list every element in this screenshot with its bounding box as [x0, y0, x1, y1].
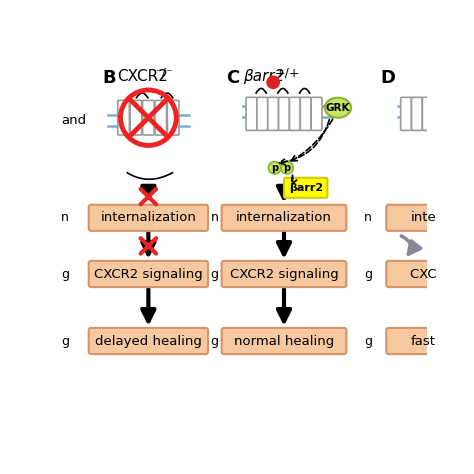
FancyBboxPatch shape: [386, 205, 461, 231]
Ellipse shape: [281, 162, 293, 174]
FancyBboxPatch shape: [290, 97, 300, 130]
Text: fast: fast: [411, 335, 436, 347]
Text: and: and: [61, 113, 86, 127]
Text: n: n: [61, 211, 69, 224]
Text: n: n: [210, 211, 218, 224]
Text: normal healing: normal healing: [234, 335, 334, 347]
FancyBboxPatch shape: [311, 97, 322, 130]
FancyBboxPatch shape: [300, 97, 311, 130]
FancyBboxPatch shape: [167, 100, 179, 135]
Text: delayed healing: delayed healing: [95, 335, 202, 347]
FancyBboxPatch shape: [246, 97, 257, 130]
Text: CXCR2 signaling: CXCR2 signaling: [229, 267, 338, 281]
FancyBboxPatch shape: [268, 97, 279, 130]
Ellipse shape: [268, 162, 281, 174]
FancyBboxPatch shape: [143, 100, 154, 135]
FancyBboxPatch shape: [118, 100, 129, 135]
Text: g: g: [61, 267, 69, 281]
FancyBboxPatch shape: [155, 100, 166, 135]
FancyBboxPatch shape: [89, 328, 208, 354]
FancyBboxPatch shape: [89, 261, 208, 287]
Text: n: n: [364, 211, 372, 224]
FancyBboxPatch shape: [130, 100, 142, 135]
Text: g: g: [364, 267, 372, 281]
Text: p: p: [283, 163, 291, 173]
FancyBboxPatch shape: [284, 178, 328, 198]
Text: C: C: [226, 69, 239, 87]
Text: +/+: +/+: [275, 66, 300, 79]
FancyBboxPatch shape: [89, 205, 208, 231]
Text: βarr2: βarr2: [289, 183, 323, 193]
FancyBboxPatch shape: [386, 328, 461, 354]
FancyBboxPatch shape: [222, 328, 346, 354]
Text: internalization: internalization: [100, 211, 196, 224]
FancyBboxPatch shape: [222, 261, 346, 287]
Text: βarr2: βarr2: [243, 69, 284, 84]
Text: g: g: [210, 267, 219, 281]
Text: inte: inte: [410, 211, 437, 224]
Circle shape: [267, 76, 279, 89]
FancyBboxPatch shape: [422, 97, 433, 130]
Text: CXC⁠: CXC⁠: [410, 267, 437, 281]
Text: D: D: [381, 69, 396, 87]
Text: p: p: [271, 163, 278, 173]
Text: CXCR2: CXCR2: [118, 69, 168, 84]
FancyBboxPatch shape: [257, 97, 268, 130]
Text: ⁻/⁻: ⁻/⁻: [155, 66, 173, 79]
FancyBboxPatch shape: [279, 97, 290, 130]
Text: g: g: [61, 335, 69, 347]
FancyBboxPatch shape: [386, 261, 461, 287]
FancyBboxPatch shape: [401, 97, 411, 130]
FancyArrowPatch shape: [401, 236, 420, 254]
FancyBboxPatch shape: [222, 205, 346, 231]
Text: GRK: GRK: [326, 103, 350, 113]
Text: g: g: [210, 335, 219, 347]
Text: g: g: [364, 335, 372, 347]
Text: CXCR2 signaling: CXCR2 signaling: [94, 267, 203, 281]
Text: internalization: internalization: [236, 211, 332, 224]
Ellipse shape: [325, 98, 351, 118]
Text: B: B: [102, 69, 116, 87]
FancyBboxPatch shape: [411, 97, 422, 130]
